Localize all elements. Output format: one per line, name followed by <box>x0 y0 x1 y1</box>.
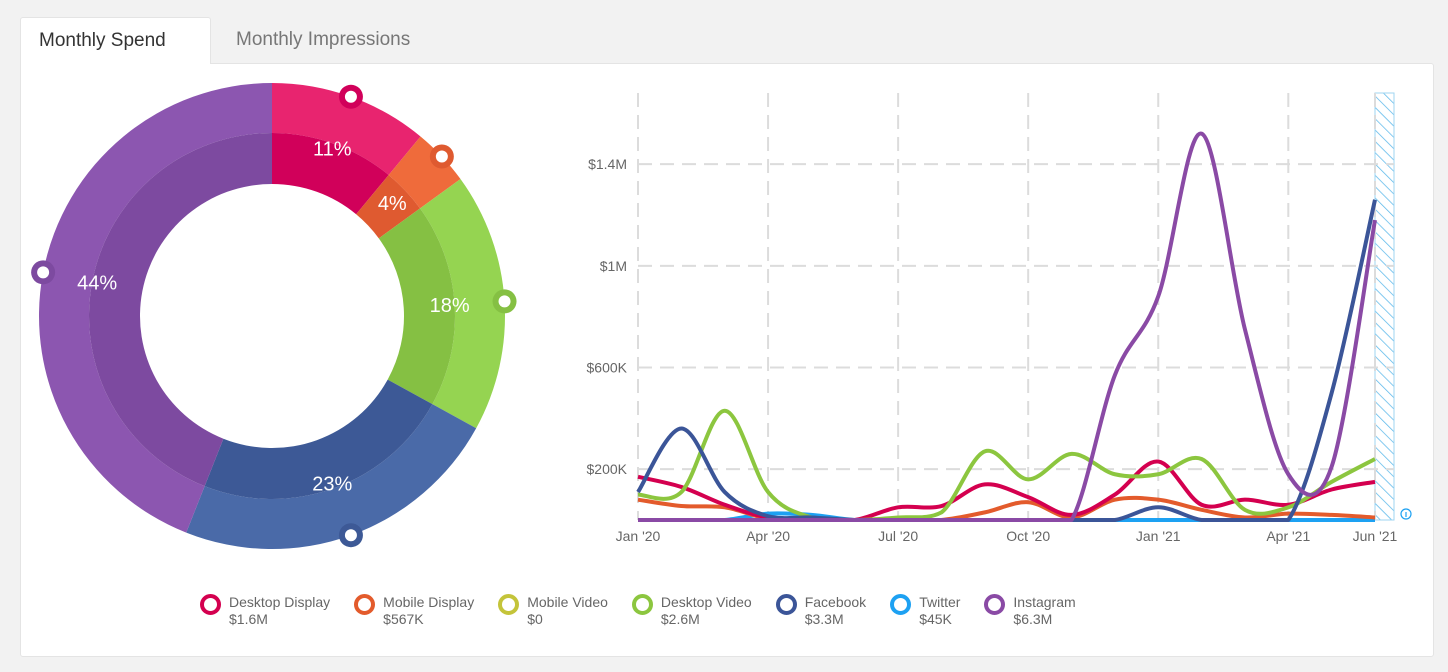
legend-total: $2.6M <box>660 611 700 627</box>
y-tick-label: $600K <box>587 360 628 376</box>
donut-slice-inner-mobile-display[interactable] <box>356 174 421 239</box>
legend-total: $0 <box>527 611 543 627</box>
x-tick-label: Jun '21 <box>1353 528 1398 544</box>
tab-monthly-spend[interactable]: Monthly Spend <box>20 17 211 64</box>
donut-marker-center <box>498 295 511 308</box>
donut-marker-center <box>344 90 357 103</box>
x-tick-label: Oct '20 <box>1006 528 1050 544</box>
donut-slice-inner-desktop-display[interactable] <box>272 133 389 215</box>
legend-item[interactable]: Twitter $45K <box>890 594 960 628</box>
legend-item[interactable]: Mobile Display $567K <box>354 594 474 628</box>
donut-percent-label: 18% <box>430 295 470 317</box>
legend-marker-icon <box>775 594 797 615</box>
tab-monthly-impressions[interactable]: Monthly Impressions <box>236 29 411 50</box>
legend-marker-icon <box>354 594 376 615</box>
legend-marker-icon <box>498 594 520 615</box>
donut-slice-inner-desktop-video[interactable] <box>378 208 455 405</box>
series-line-instagram[interactable] <box>638 131 1377 522</box>
series-line-desktop-video[interactable] <box>637 408 1376 522</box>
legend-item[interactable]: Desktop Video $2.6M <box>631 594 752 628</box>
legend-label: Mobile Display <box>383 594 475 610</box>
x-tick-label: Jan '21 <box>1136 528 1181 544</box>
donut-chart: 11% 4% 18% 23% 44% <box>31 83 517 549</box>
donut-slice-desktop-display[interactable] <box>272 83 421 175</box>
x-tick-label: Apr '21 <box>1266 528 1310 544</box>
donut-slice-desktop-video[interactable] <box>420 179 505 429</box>
legend-label: Twitter <box>919 594 961 610</box>
donut-marker-center <box>344 529 357 542</box>
legend-total: $45K <box>919 611 952 627</box>
legend-item[interactable]: Instagram $6.3M <box>984 594 1076 628</box>
donut-marker-center <box>435 150 448 163</box>
y-tick-label: $1.4M <box>588 156 627 172</box>
donut-slice-mobile-display[interactable] <box>388 136 461 209</box>
x-tick-label: Jul '20 <box>878 528 918 544</box>
donut-marker-center <box>37 266 50 279</box>
donut-slice-inner-instagram[interactable] <box>88 133 272 487</box>
legend-total: $567K <box>383 611 424 627</box>
y-tick-label: $1M <box>600 258 627 274</box>
line-chart: Jan '20 Apr '20 Jul '20 Oct '20 Jan '21 Apr '… <box>587 92 1412 544</box>
series-line-facebook[interactable] <box>636 199 1377 522</box>
legend-total: $6.3M <box>1013 611 1053 627</box>
y-tick-label: $200K <box>587 461 628 477</box>
legend-item[interactable]: Facebook $3.3M <box>775 594 867 628</box>
x-tick-label: Jan '20 <box>616 528 661 544</box>
donut-percent-label: 4% <box>378 193 407 215</box>
legend-label: Mobile Video <box>527 594 608 610</box>
legend-label: Instagram <box>1013 594 1076 610</box>
legend-total: $1.6M <box>229 611 268 627</box>
donut-slice-inner-facebook[interactable] <box>204 379 433 500</box>
info-icon[interactable] <box>1400 508 1412 520</box>
forecast-region <box>1374 92 1395 521</box>
legend-item[interactable]: Mobile Video $0 <box>498 594 608 628</box>
x-tick-label: Apr '20 <box>746 528 790 544</box>
legend-total: $3.3M <box>804 611 844 627</box>
legend: Desktop Display $1.6M Mobile Display $567K M… <box>200 594 1100 628</box>
legend-marker-icon <box>200 594 221 615</box>
donut-percent-label: 11% <box>313 139 352 161</box>
legend-marker-icon <box>890 594 912 615</box>
legend-label: Desktop Display <box>229 594 331 610</box>
donut-slice-facebook[interactable] <box>186 404 477 549</box>
legend-label: Facebook <box>804 594 867 610</box>
legend-marker-icon <box>984 594 1006 615</box>
legend-item[interactable]: Desktop Display $1.6M <box>200 594 330 628</box>
donut-percent-label: 23% <box>312 473 352 495</box>
donut-slice-instagram[interactable] <box>38 83 272 533</box>
donut-percent-label: 44% <box>77 273 117 295</box>
legend-label: Desktop Video <box>660 594 752 610</box>
legend-marker-icon <box>631 594 653 615</box>
